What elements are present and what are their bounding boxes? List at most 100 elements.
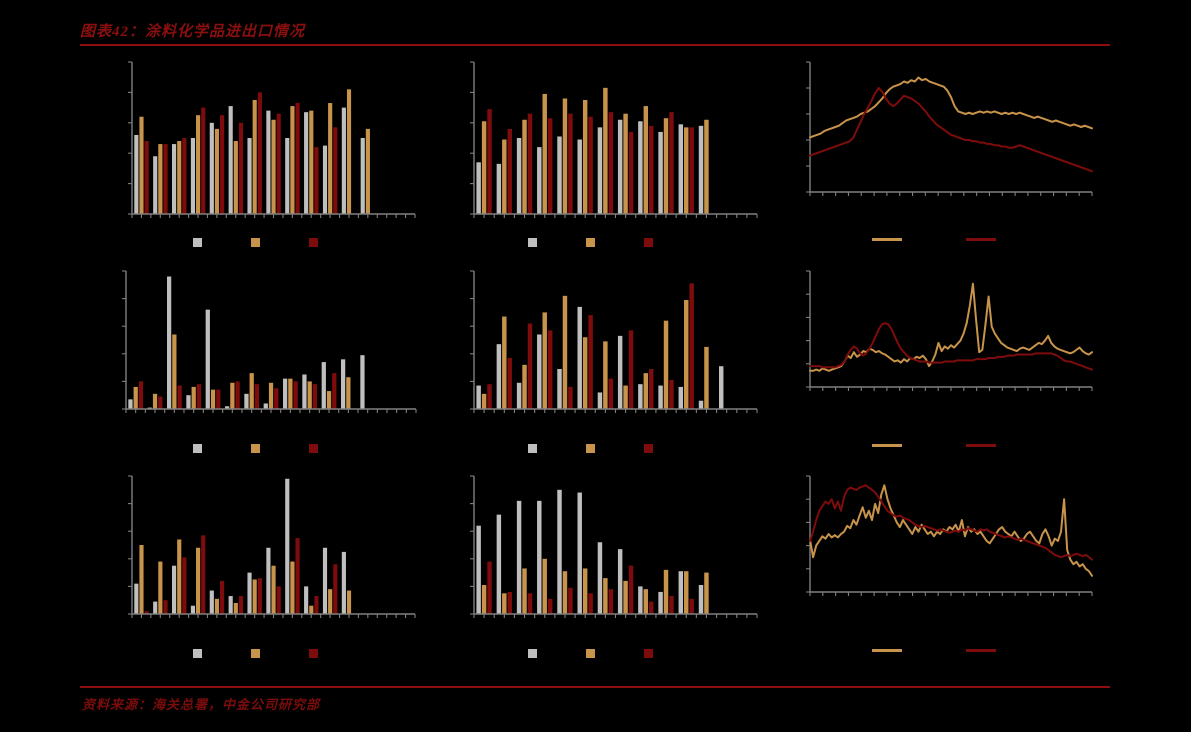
bar-series-darkred [547,118,553,214]
bar-series-tan [643,106,649,214]
bar-series-gray [228,106,233,214]
bar-series-tan [139,545,144,614]
bar-series-gray [322,547,328,614]
bar-series-tan [603,578,608,614]
legend-color-swatch-series-tan [586,238,595,247]
chart-legend [528,238,657,247]
bar-series-gray [698,400,704,409]
bar-series-tan [196,547,201,614]
legend-line-swatch-line-darkred [966,444,996,447]
legend-item-series-tan[interactable] [586,649,599,658]
legend-item-line-tan[interactable] [872,444,906,447]
bar-series-tan [309,605,314,614]
bar-series-darkred [314,147,319,214]
bar-series-darkred [295,103,300,214]
bar-series-tan [326,391,332,409]
bar-series-darkred [177,385,182,409]
bar-series-tan [481,121,487,214]
bar-series-darkred [649,368,654,409]
legend-item-line-darkred[interactable] [966,649,1000,652]
bar-series-tan [623,113,628,214]
bar-series-gray [617,549,623,614]
bar-series-darkred [238,596,244,614]
bar-series-gray [263,403,268,409]
legend-item-line-tan[interactable] [872,649,906,652]
bar-series-darkred [568,587,573,614]
bar-series-gray [496,344,502,409]
chart-legend [528,444,657,453]
legend-color-swatch-series-darkred [309,238,318,247]
line-line-tan [809,484,1093,577]
bar-series-gray [476,162,481,214]
bar-series-tan [582,568,588,614]
bar-series-tan [522,119,527,214]
legend-item-line-tan[interactable] [872,238,906,241]
footer-divider [80,686,1110,688]
legend-item-series-darkred[interactable] [644,238,657,247]
bar-series-darkred [689,283,694,409]
bar-series-gray [658,385,663,409]
legend-color-swatch-series-darkred [309,649,318,658]
bar-series-tan [346,590,352,614]
bar-series-darkred [628,330,634,409]
legend-item-series-gray[interactable] [528,649,541,658]
bar-chart-svg [470,270,758,413]
bar-series-gray [678,124,684,214]
bar-series-tan [133,386,138,409]
bar-series-darkred [138,381,144,409]
bar-series-gray [678,386,684,409]
bar-series-tan [233,602,238,614]
legend-item-series-darkred[interactable] [309,238,322,247]
legend-item-series-gray[interactable] [193,444,206,453]
bar-series-gray [678,571,684,614]
bar-series-tan [603,341,608,409]
bar-series-gray [360,138,365,214]
panel-chart-r2c3 [798,265,1100,423]
bar-series-gray [658,591,663,614]
legend-item-series-tan[interactable] [251,238,264,247]
bar-series-darkred [276,586,281,614]
bar-series-gray [205,309,210,409]
bar-series-tan [623,385,628,409]
bar-series-tan [704,119,709,214]
legend-item-series-gray[interactable] [193,649,206,658]
bar-series-gray [638,384,643,409]
bar-series-tan [288,378,293,409]
chart-legend [872,238,1000,241]
bar-series-darkred [588,315,593,409]
page-title: 图表42：涂料化学品进出口情况 [80,24,306,40]
bar-series-tan [643,589,649,614]
bar-series-darkred [274,388,279,409]
source-note: 资料来源：海关总署，中金公司研究部 [82,697,321,712]
legend-color-swatch-series-darkred [644,238,653,247]
legend-line-swatch-line-darkred [966,649,996,652]
legend-item-line-darkred[interactable] [966,444,1000,447]
bar-series-darkred [144,611,149,614]
bar-series-darkred [254,384,260,409]
legend-item-series-tan[interactable] [586,444,599,453]
bar-series-gray [698,125,704,214]
bar-series-darkred [689,127,694,214]
bar-series-gray [597,392,603,409]
legend-item-series-darkred[interactable] [644,444,657,453]
legend-item-line-darkred[interactable] [966,238,1000,241]
legend-item-series-gray[interactable] [193,238,206,247]
bar-series-tan [309,110,314,214]
bar-series-gray [577,139,582,214]
bar-series-darkred [220,580,225,614]
legend-item-series-darkred[interactable] [309,444,322,453]
legend-item-series-darkred[interactable] [644,649,657,658]
bar-series-darkred [163,144,168,214]
bar-series-gray [224,406,230,409]
legend-item-series-gray[interactable] [528,238,541,247]
bar-series-tan [249,373,254,409]
bar-series-gray [557,136,562,214]
legend-item-series-darkred[interactable] [309,649,322,658]
legend-item-series-tan[interactable] [586,238,599,247]
legend-item-series-gray[interactable] [528,444,541,453]
bar-series-gray [171,144,177,214]
legend-item-series-tan[interactable] [251,444,264,453]
bar-series-tan [522,568,527,614]
legend-item-series-tan[interactable] [251,649,264,658]
